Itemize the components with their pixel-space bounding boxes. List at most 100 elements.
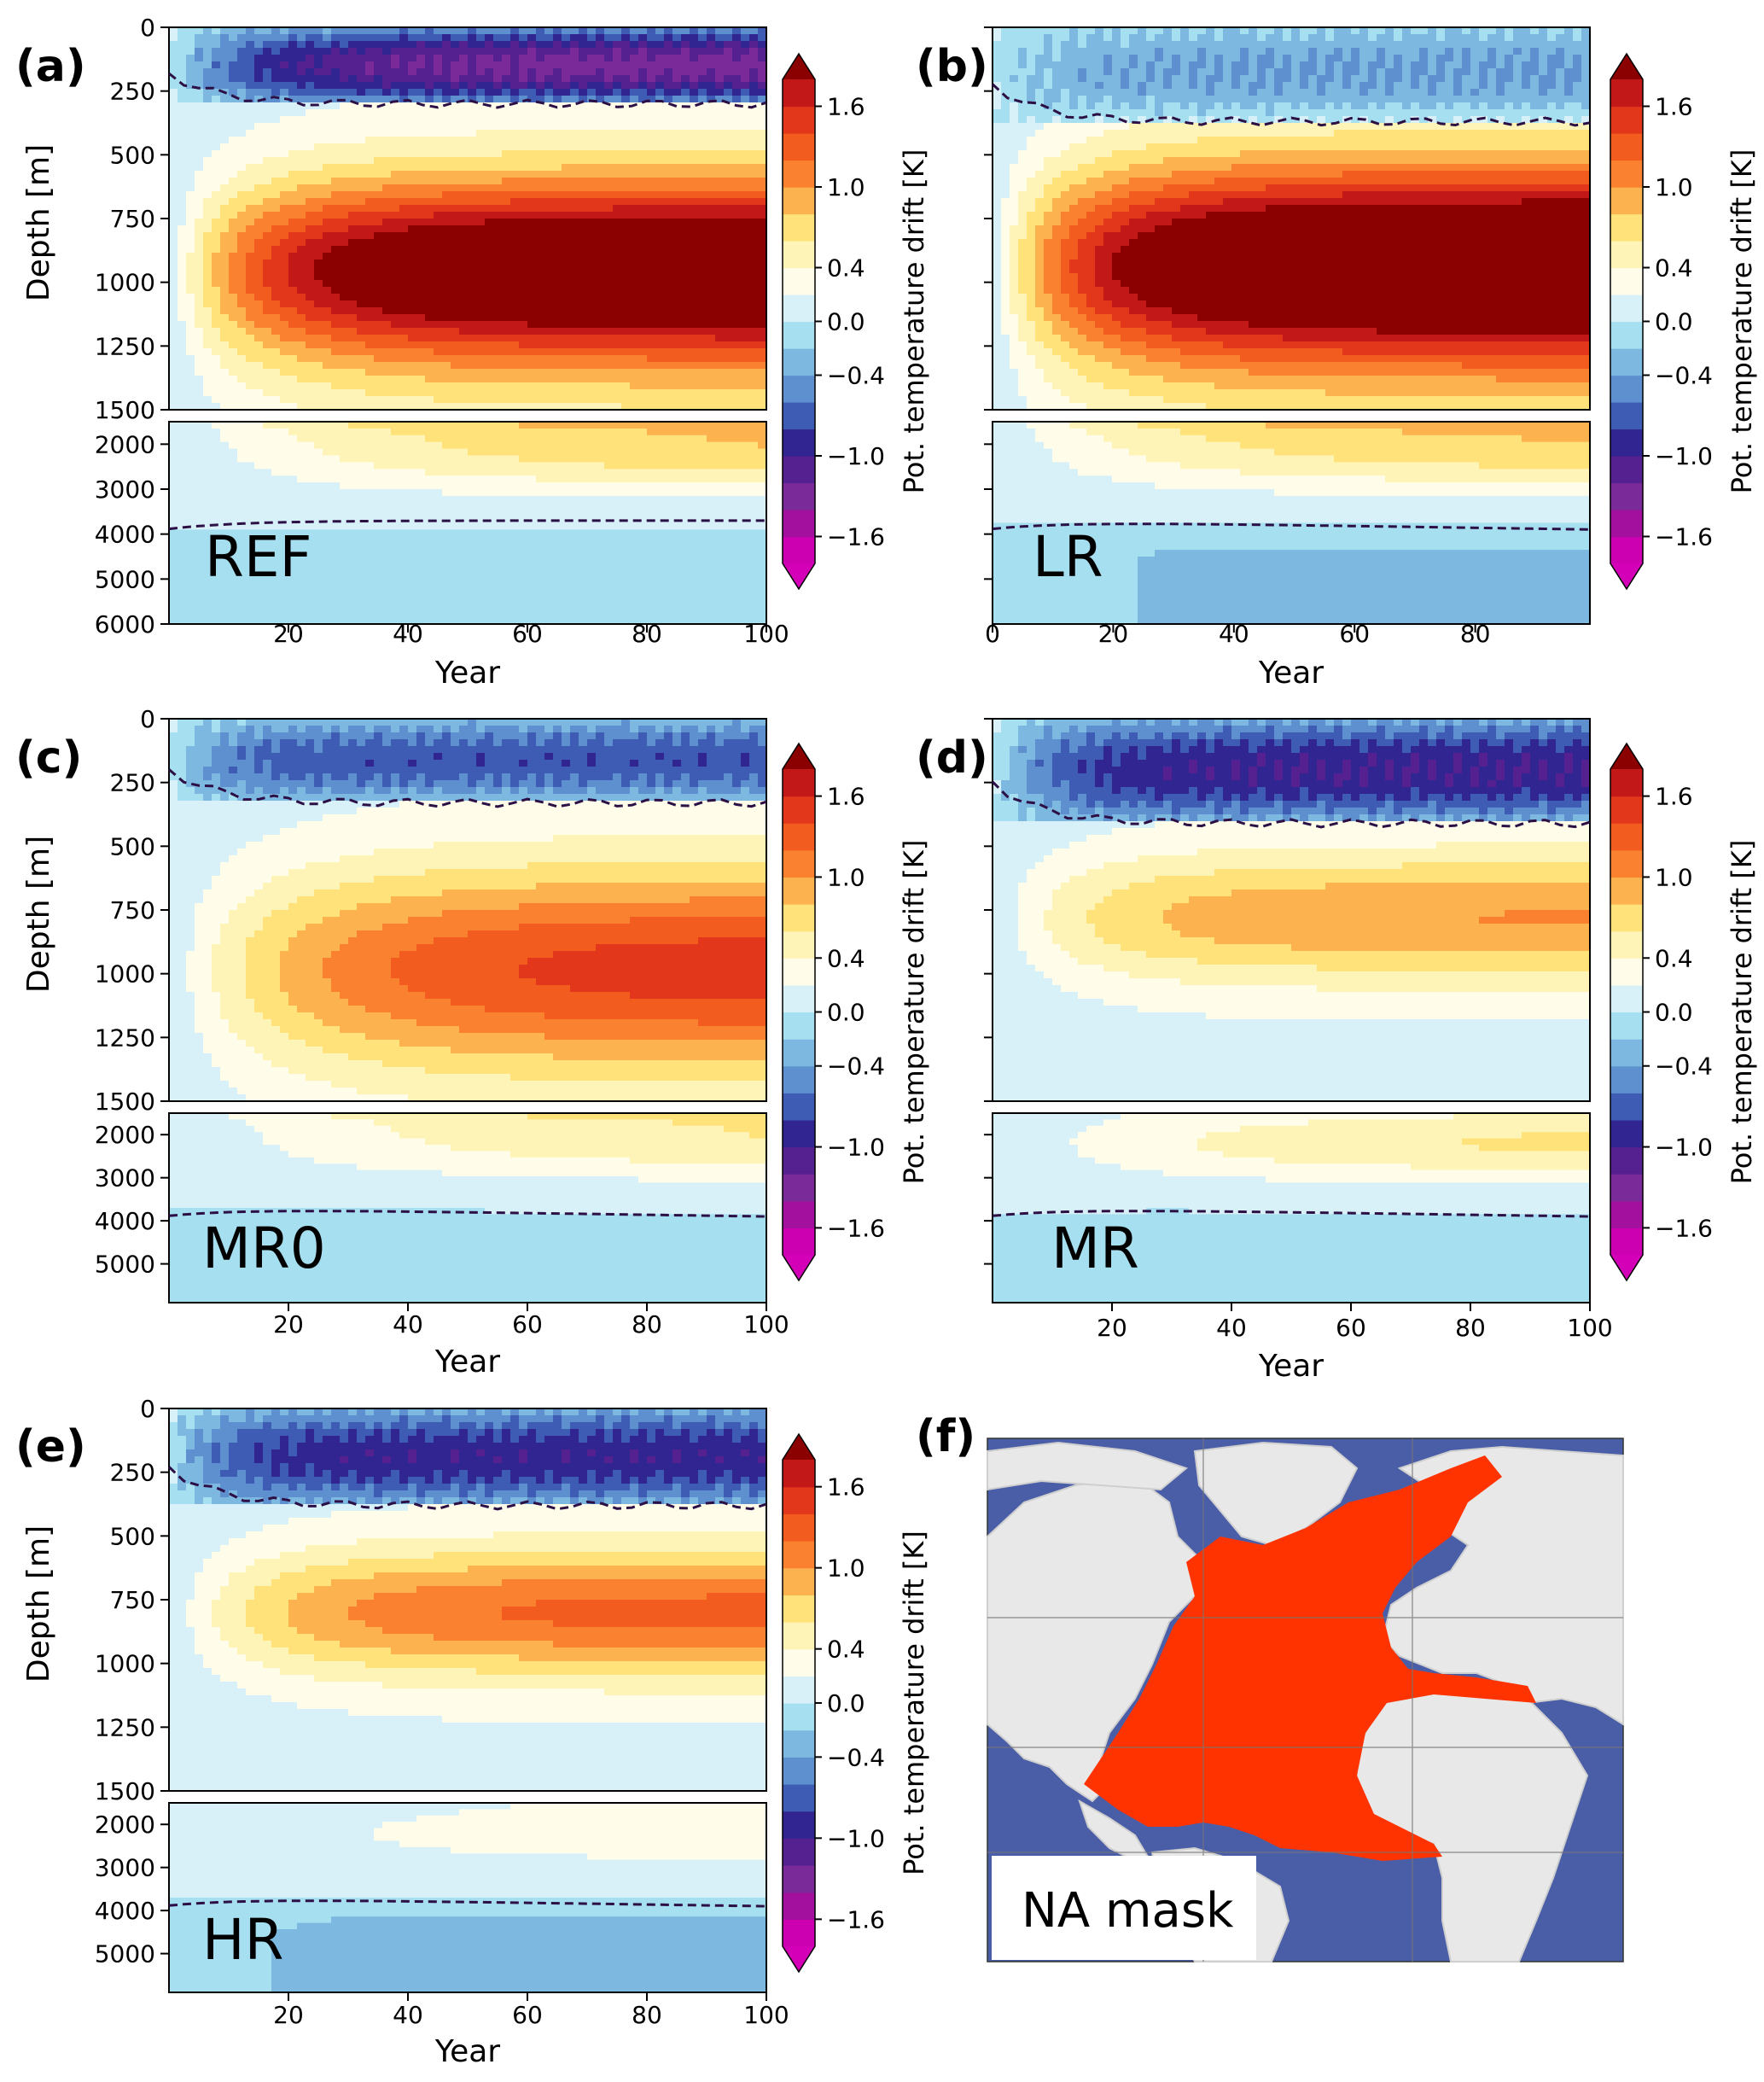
heatmap-cell	[570, 239, 579, 247]
heatmap-cell	[195, 617, 204, 625]
heatmap-cell	[314, 536, 323, 544]
heatmap-cell	[596, 178, 605, 185]
heatmap-cell	[365, 171, 375, 178]
heatmap-cell	[314, 495, 323, 504]
heatmap-cell	[195, 590, 204, 598]
heatmap-cell	[331, 376, 341, 383]
heatmap-cell	[647, 212, 656, 219]
heatmap-cell	[485, 489, 494, 497]
heatmap-cell	[306, 260, 315, 267]
heatmap-cell	[186, 239, 195, 247]
heatmap-cell	[280, 448, 289, 457]
heatmap-cell	[237, 597, 247, 604]
heatmap-cell	[510, 369, 520, 376]
heatmap-cell	[297, 403, 306, 411]
heatmap-cell	[613, 178, 622, 185]
heatmap-cell	[263, 294, 272, 301]
heatmap-cell	[314, 123, 323, 131]
heatmap-cell	[297, 109, 306, 117]
heatmap-cell	[288, 294, 298, 301]
heatmap-cell	[562, 123, 571, 131]
heatmap-cell	[485, 341, 494, 349]
heatmap-cell	[297, 232, 306, 240]
heatmap-cell	[485, 495, 494, 504]
heatmap-cell	[510, 27, 520, 35]
heatmap-cell	[604, 389, 614, 397]
heatmap-cell	[604, 355, 614, 363]
heatmap-cell	[229, 369, 238, 376]
heatmap-cell	[254, 307, 264, 315]
heatmap-cell	[647, 130, 656, 137]
heatmap-cell	[442, 597, 451, 604]
heatmap-cell	[647, 557, 656, 564]
heatmap-cell	[331, 428, 341, 436]
heatmap-cell	[408, 109, 417, 117]
heatmap-cell	[186, 348, 195, 356]
heatmap-cell	[186, 434, 195, 443]
heatmap-cell	[195, 355, 204, 363]
heatmap-cell	[579, 266, 588, 274]
heatmap-cell	[655, 475, 665, 483]
heatmap-cell	[587, 96, 597, 103]
heatmap-cell	[280, 355, 289, 363]
heatmap-cell	[655, 576, 665, 585]
heatmap-cell	[476, 96, 486, 103]
heatmap-cell	[382, 396, 392, 404]
heatmap-cell	[365, 502, 375, 510]
heatmap-cell	[340, 109, 349, 117]
heatmap-cell	[604, 171, 614, 178]
heatmap-cell	[416, 563, 426, 571]
heatmap-cell	[570, 157, 579, 165]
heatmap-cell	[476, 123, 486, 131]
heatmap-cell	[348, 376, 358, 383]
heatmap-cell	[391, 576, 400, 585]
heatmap-cell	[297, 469, 306, 476]
heatmap-cell	[519, 604, 528, 611]
heatmap-cell	[280, 348, 289, 356]
heatmap-cell	[613, 321, 622, 329]
heatmap-cell	[254, 502, 264, 510]
heatmap-cell	[203, 369, 212, 376]
heatmap-cell	[425, 89, 434, 96]
heatmap-cell	[306, 482, 315, 490]
heatmap-cell	[562, 522, 571, 530]
heatmap-cell	[442, 441, 451, 450]
heatmap-cell	[621, 300, 631, 308]
heatmap-cell	[638, 314, 648, 322]
heatmap-cell	[314, 82, 323, 90]
heatmap-cell	[442, 34, 451, 42]
heatmap-cell	[382, 61, 392, 69]
heatmap-cell	[186, 389, 195, 397]
heatmap-cell	[374, 529, 383, 537]
heatmap-cell	[587, 260, 597, 267]
heatmap-cell	[186, 61, 195, 69]
heatmap-cell	[391, 509, 400, 517]
heatmap-cell	[186, 382, 195, 390]
heatmap-cell	[178, 246, 187, 254]
heatmap-cell	[288, 376, 298, 383]
heatmap-cell	[510, 455, 520, 463]
heatmap-cell	[297, 219, 306, 226]
heatmap-cell	[374, 123, 383, 131]
heatmap-cell	[280, 225, 289, 233]
heatmap-cell	[212, 604, 221, 611]
heatmap-cell	[510, 102, 520, 110]
heatmap-cell	[647, 109, 656, 117]
heatmap-cell	[280, 55, 289, 62]
heatmap-cell	[306, 543, 315, 551]
heatmap-cell	[288, 266, 298, 274]
heatmap-cell	[348, 89, 358, 96]
heatmap-cell	[271, 191, 281, 199]
heatmap-cell	[510, 563, 520, 571]
heatmap-cell	[468, 164, 477, 172]
heatmap-cell	[408, 422, 417, 429]
heatmap-cell	[502, 109, 511, 117]
heatmap-cell	[169, 335, 178, 342]
heatmap-cell	[519, 287, 528, 295]
heatmap-cell	[391, 266, 400, 274]
heatmap-cell	[485, 191, 494, 199]
heatmap-cell	[220, 529, 230, 537]
heatmap-cell	[297, 280, 306, 288]
heatmap-cell	[169, 362, 178, 370]
heatmap-cell	[613, 617, 622, 625]
